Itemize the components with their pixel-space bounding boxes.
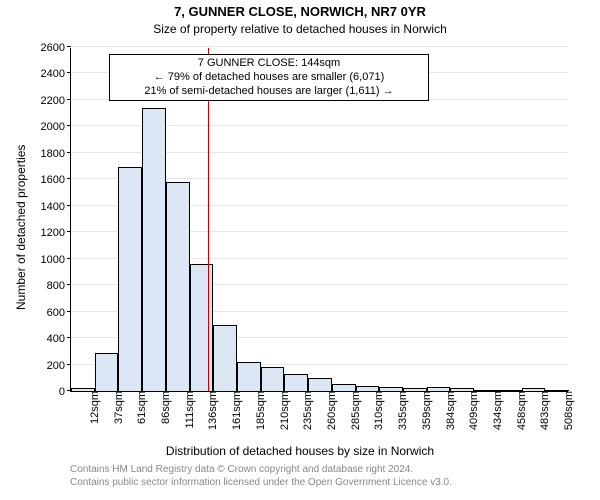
callout-line-3: 21% of semi-detached houses are larger (… xyxy=(114,85,424,99)
y-tick-mark xyxy=(67,205,71,206)
histogram-bar xyxy=(190,264,214,391)
y-tick-mark xyxy=(67,152,71,153)
y-tick-label: 200 xyxy=(47,360,71,372)
histogram-bar xyxy=(284,374,308,391)
histogram-bar xyxy=(308,378,332,391)
y-tick-mark xyxy=(67,311,71,312)
x-tick-label: 359sqm xyxy=(419,391,433,430)
y-tick-label: 2000 xyxy=(41,121,71,133)
y-tick-label: 1800 xyxy=(41,148,71,160)
y-tick-label: 1600 xyxy=(41,174,71,186)
x-tick-label: 235sqm xyxy=(300,391,314,430)
y-tick-mark xyxy=(67,231,71,232)
y-tick-mark xyxy=(67,99,71,100)
histogram-bar xyxy=(332,384,356,391)
x-tick-label: 61sqm xyxy=(134,391,148,424)
histogram-bar xyxy=(166,182,190,391)
y-tick-label: 400 xyxy=(47,333,71,345)
x-tick-label: 335sqm xyxy=(395,391,409,430)
y-tick-mark xyxy=(67,46,71,47)
y-tick-mark xyxy=(67,364,71,365)
y-tick-label: 2200 xyxy=(41,95,71,107)
y-tick-label: 1000 xyxy=(41,254,71,266)
x-tick-label: 310sqm xyxy=(371,391,385,430)
x-tick-label: 409sqm xyxy=(466,391,480,430)
x-tick-label: 161sqm xyxy=(229,391,243,430)
y-tick-mark xyxy=(67,284,71,285)
y-tick-mark xyxy=(67,72,71,73)
histogram-bar xyxy=(95,353,119,391)
y-tick-label: 1400 xyxy=(41,201,71,213)
callout-box: 7 GUNNER CLOSE: 144sqm← 79% of detached … xyxy=(109,54,429,101)
x-tick-label: 260sqm xyxy=(324,391,338,430)
callout-line-2: ← 79% of detached houses are smaller (6,… xyxy=(114,71,424,85)
y-tick-mark xyxy=(67,178,71,179)
y-tick-label: 600 xyxy=(47,307,71,319)
x-tick-label: 434sqm xyxy=(490,391,504,430)
y-tick-label: 0 xyxy=(59,386,71,398)
x-tick-label: 508sqm xyxy=(561,391,575,430)
y-tick-label: 800 xyxy=(47,280,71,292)
chart-title: 7, GUNNER CLOSE, NORWICH, NR7 0YR xyxy=(0,4,600,19)
attribution-line-1: Contains HM Land Registry data © Crown c… xyxy=(70,464,452,477)
attribution-text: Contains HM Land Registry data © Crown c… xyxy=(70,464,452,489)
y-tick-mark xyxy=(67,125,71,126)
x-tick-label: 384sqm xyxy=(443,391,457,430)
chart-card: 7, GUNNER CLOSE, NORWICH, NR7 0YR Size o… xyxy=(0,0,600,500)
y-tick-mark xyxy=(67,258,71,259)
histogram-bar xyxy=(237,362,261,391)
histogram-bar xyxy=(261,367,285,391)
x-tick-label: 185sqm xyxy=(253,391,267,430)
x-tick-label: 285sqm xyxy=(348,391,362,430)
x-tick-label: 210sqm xyxy=(277,391,291,430)
y-tick-mark xyxy=(67,337,71,338)
x-tick-label: 12sqm xyxy=(87,391,101,424)
plot-area: 0200400600800100012001400160018002000220… xyxy=(70,48,568,392)
callout-line-1: 7 GUNNER CLOSE: 144sqm xyxy=(114,57,424,71)
x-tick-label: 483sqm xyxy=(537,391,551,430)
histogram-bar xyxy=(213,325,237,391)
grid-line xyxy=(71,46,568,47)
x-tick-label: 86sqm xyxy=(158,391,172,424)
x-axis-label: Distribution of detached houses by size … xyxy=(0,444,600,458)
attribution-line-2: Contains public sector information licen… xyxy=(70,477,452,490)
chart-subtitle: Size of property relative to detached ho… xyxy=(0,22,600,36)
y-tick-label: 2400 xyxy=(41,68,71,80)
histogram-bar xyxy=(118,167,142,391)
x-tick-label: 111sqm xyxy=(182,391,196,429)
x-tick-label: 37sqm xyxy=(111,391,125,424)
x-tick-label: 136sqm xyxy=(205,391,219,430)
histogram-bar xyxy=(142,108,166,391)
y-axis-label: Number of detached properties xyxy=(14,145,28,310)
y-tick-label: 1200 xyxy=(41,227,71,239)
x-tick-label: 458sqm xyxy=(514,391,528,430)
y-tick-label: 2600 xyxy=(41,42,71,54)
